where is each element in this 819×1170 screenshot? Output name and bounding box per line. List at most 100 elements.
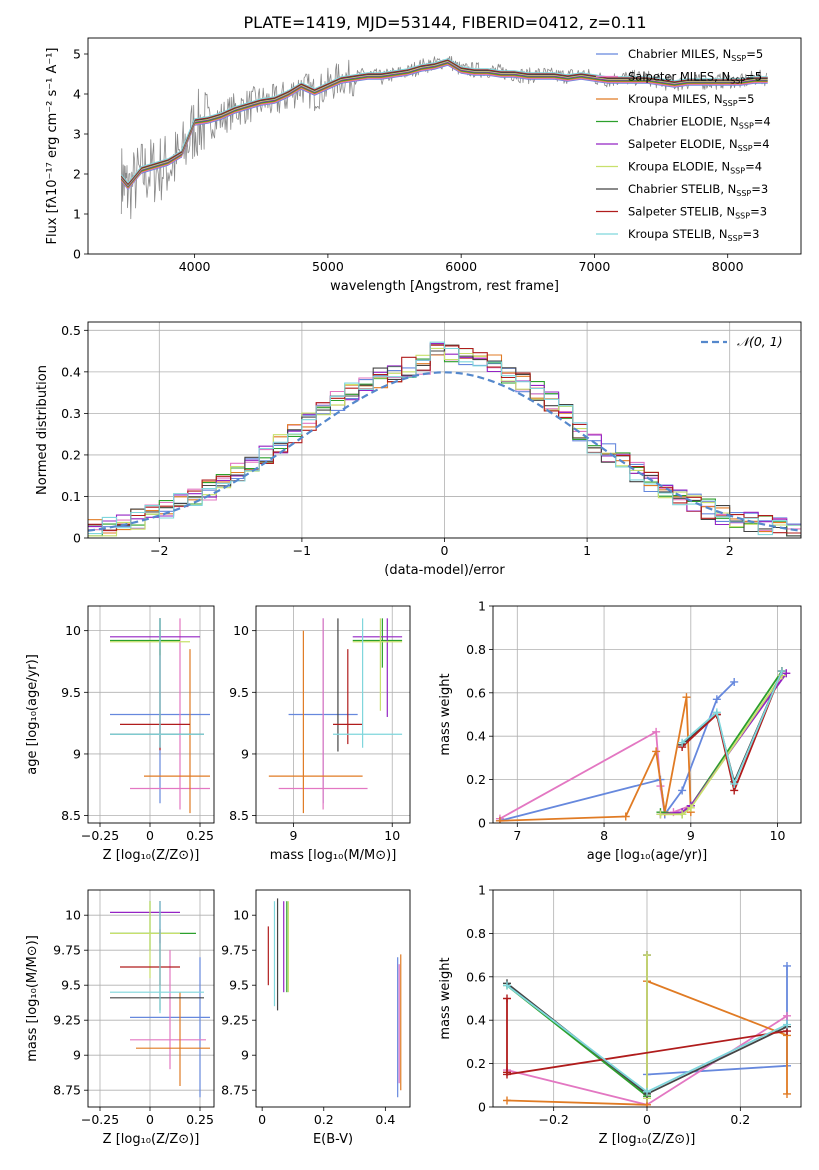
- y-tick-label: 9.25: [221, 1013, 249, 1028]
- figure-title: PLATE=1419, MJD=53144, FIBERID=0412, z=0…: [243, 13, 646, 32]
- panel-residuals: −2 −1 0 1 2 0 0.1 0.2 0.3 0.4 0.5 (data-model)/erro…: [35, 321, 802, 578]
- panel-weights-age: 7 8 9 10 0 0.2 0.4 0.6 0.8 1 age [log₁₀(age/yr)] ma…: [438, 599, 802, 863]
- plot-area: [88, 890, 214, 1107]
- weight-marker: [503, 1070, 511, 1079]
- weight-marker: [652, 727, 661, 736]
- y-axis-label: Flux [fλ10⁻¹⁷ erg cm⁻² s⁻¹ A⁻¹]: [45, 48, 60, 245]
- legend-text: =4: [753, 137, 770, 151]
- model-line-chabrier-elodie: [120, 62, 768, 188]
- panel-mass-age: 9 10 8.5 9 9.5 10 mass [log₁₀(M/M⊙)]: [229, 605, 411, 863]
- x-axis-label: (data-model)/error: [384, 563, 505, 578]
- y-tick-label: 0.8: [466, 642, 486, 657]
- normal-curve: [88, 371, 801, 532]
- x-tick-label: 1: [583, 543, 591, 558]
- legend-subscript: SSP: [738, 144, 753, 153]
- y-tick-label: 10: [65, 623, 81, 638]
- y-axis-label: mass weight: [438, 673, 453, 755]
- y-tick-label: 8.5: [229, 808, 249, 823]
- y-tick-label: 8.75: [53, 1083, 81, 1098]
- panel-z-age: −0.25 0 0.25 8.5 9 9.5 10 Z [log₁₀(Z/Z⊙)] age [l…: [25, 605, 215, 863]
- legend-subscript: SSP: [723, 99, 738, 108]
- weight-line-chabrier-stelib: [681, 670, 783, 783]
- legend-text: =4: [754, 115, 771, 129]
- weight-marker: [503, 981, 511, 990]
- y-tick-label: 0.1: [61, 489, 81, 504]
- weight-marker: [686, 803, 695, 812]
- x-tick-label: 10: [770, 828, 786, 843]
- y-tick-label: 1: [478, 599, 486, 614]
- weight-marker: [682, 693, 691, 702]
- legend-subscript: SSP: [730, 167, 745, 176]
- axes-frame: [492, 605, 802, 824]
- axes-frame: [492, 889, 802, 1108]
- x-tick-label: −0.25: [81, 1112, 119, 1127]
- model-line-chabrier-miles: [120, 64, 768, 190]
- x-tick-label: 9: [290, 828, 298, 843]
- legend-text: Chabrier STELIB, N: [628, 182, 736, 196]
- x-axis-label: wavelength [Angstrom, rest frame]: [330, 279, 559, 294]
- legend-text: Salpeter ELODIE, N: [628, 137, 738, 151]
- x-tick-label: 0: [146, 1112, 154, 1127]
- legend-entry: Kroupa STELIB, NSSP=3: [628, 227, 759, 243]
- legend-subscript: SSP: [730, 77, 745, 86]
- x-tick-label: −0.2: [538, 1112, 568, 1127]
- legend-subscript: SSP: [739, 122, 754, 131]
- x-axis-label: age [log₁₀(age/yr)]: [587, 848, 708, 863]
- weight-marker: [782, 669, 791, 678]
- x-axis-label: mass [log₁₀(M/M⊙)]: [270, 848, 397, 863]
- x-tick-label: 4000: [179, 259, 211, 274]
- x-tick-label: 0: [146, 828, 154, 843]
- y-tick-label: 0.2: [466, 1056, 486, 1071]
- y-tick-label: 5: [73, 47, 81, 62]
- weight-marker: [495, 816, 504, 823]
- plot-area: [493, 606, 801, 823]
- y-tick-label: 8.5: [61, 808, 81, 823]
- legend-entry: Chabrier ELODIE, NSSP=4: [628, 115, 771, 131]
- y-tick-label: 9.75: [221, 943, 249, 958]
- y-tick-label: 10: [65, 908, 81, 923]
- x-tick-label: 0.25: [186, 828, 214, 843]
- y-tick-label: 0: [73, 247, 81, 262]
- x-tick-label: 8000: [712, 259, 744, 274]
- plot-area: [88, 606, 214, 823]
- legend-entry: 𝒩(0, 1): [737, 334, 783, 349]
- y-axis-label: mass weight: [438, 957, 453, 1039]
- y-tick-label: 2: [73, 167, 81, 182]
- legend-text: Chabrier MILES, N: [628, 47, 731, 61]
- x-tick-label: −0.25: [81, 828, 119, 843]
- weight-line-kroupa-stelib: [681, 670, 783, 785]
- legend-entry: Chabrier MILES, NSSP=5: [628, 47, 763, 63]
- weight-marker: [652, 747, 661, 756]
- legend-entry: Salpeter ELODIE, NSSP=4: [628, 137, 770, 153]
- legend-subscript: SSP: [735, 212, 750, 221]
- axes-frame: [255, 889, 411, 1108]
- x-axis-label: Z [log₁₀(Z/Z⊙)]: [599, 1132, 696, 1147]
- y-tick-label: 9: [73, 746, 81, 761]
- weight-marker: [643, 951, 651, 960]
- y-axis-label: Normed distribution: [35, 365, 50, 495]
- x-axis-label: Z [log₁₀(Z/Z⊙)]: [103, 1132, 200, 1147]
- legend-text: Chabrier ELODIE, N: [628, 115, 739, 129]
- weight-marker: [678, 810, 687, 819]
- y-tick-label: 9.75: [53, 943, 81, 958]
- legend-text: =3: [750, 205, 767, 219]
- weight-marker: [621, 812, 630, 821]
- model-line-salpeter-miles: [120, 63, 768, 189]
- y-tick-label: 3: [73, 127, 81, 142]
- legend-text: =3: [751, 182, 768, 196]
- x-tick-label: 9: [687, 828, 695, 843]
- legend-text: Salpeter MILES, N: [628, 70, 730, 84]
- y-tick-label: 0.6: [466, 969, 486, 984]
- y-tick-label: 0.4: [466, 729, 486, 744]
- y-tick-label: 0.3: [61, 406, 81, 421]
- panel-z-mass: −0.25 0 0.25 8.75 9 9.25 9.5 9.75 10 Z [log₁₀(Z/Z…: [25, 889, 215, 1147]
- x-tick-label: 0.25: [186, 1112, 214, 1127]
- weight-line-salpeter-miles: [499, 672, 788, 820]
- x-axis-label: E(B-V): [313, 1132, 353, 1147]
- y-tick-label: 9: [73, 1048, 81, 1063]
- y-tick-label: 9.5: [229, 978, 249, 993]
- x-tick-label: 6000: [445, 259, 477, 274]
- y-axis-label: age [log₁₀(age/yr)]: [25, 654, 40, 775]
- legend-text: Kroupa STELIB, N: [628, 227, 728, 241]
